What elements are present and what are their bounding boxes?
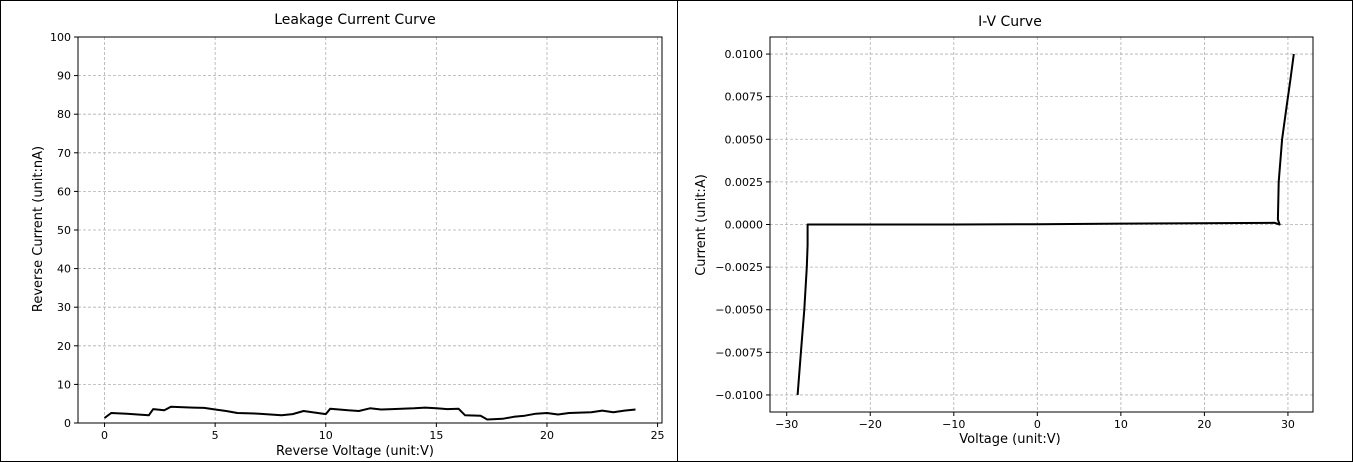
x-tick-label: 5 <box>212 429 219 442</box>
iv-curve-chart: I-V Curve Voltage (unit:V) Current (unit… <box>694 14 1314 447</box>
chart-title: Leakage Current Curve <box>274 12 435 28</box>
y-tick-label: 90 <box>57 70 71 83</box>
x-tick-label: −20 <box>859 418 882 431</box>
x-tick-label: 15 <box>429 429 443 442</box>
x-tick-label: 0 <box>1034 418 1041 431</box>
y-tick-label: −0.0100 <box>715 389 763 402</box>
y-tick-label: 0.0075 <box>725 91 764 104</box>
panel-divider <box>677 0 678 462</box>
x-tick-label: 30 <box>1281 418 1295 431</box>
leakage-current-chart: Leakage Current Curve Reverse Voltage (u… <box>31 12 665 459</box>
y-tick-label: 0.0050 <box>725 133 764 146</box>
x-tick-label: 20 <box>540 429 554 442</box>
y-tick-label: 50 <box>57 224 71 237</box>
x-tick-label: 20 <box>1197 418 1211 431</box>
x-tick-label: 25 <box>651 429 665 442</box>
y-axis-label: Current (unit:A) <box>694 174 709 276</box>
x-tick-label: 10 <box>1114 418 1128 431</box>
plot-area: −30 −20 −10 0 10 20 30 −0.0100 −0.0075 −0.0050 −0.… <box>715 36 1314 431</box>
y-tick-label: 0 <box>64 417 71 430</box>
y-tick-label: 40 <box>57 263 71 276</box>
y-tick-label: 100 <box>50 31 71 44</box>
y-tick-label: 80 <box>57 108 71 121</box>
y-tick-label: 0.0100 <box>725 48 764 61</box>
y-tick-label: 0.0025 <box>725 176 764 189</box>
chart-title: I-V Curve <box>978 14 1042 30</box>
y-tick-label: 60 <box>57 185 71 198</box>
x-tick-label: 10 <box>319 429 333 442</box>
series-line <box>103 405 636 421</box>
y-tick-label: −0.0050 <box>715 304 763 317</box>
y-tick-label: 30 <box>57 301 71 314</box>
x-tick-label: −10 <box>942 418 965 431</box>
x-tick-label: 0 <box>101 429 108 442</box>
y-axis-label: Reverse Current (unit:nA) <box>31 146 46 312</box>
y-tick-label: 20 <box>57 340 71 353</box>
x-axis-label: Reverse Voltage (unit:V) <box>276 444 434 459</box>
x-tick-label: −30 <box>775 418 798 431</box>
y-tick-label: 10 <box>57 378 71 391</box>
y-tick-label: −0.0075 <box>715 346 763 359</box>
y-tick-label: −0.0025 <box>715 261 763 274</box>
x-axis-label: Voltage (unit:V) <box>959 432 1061 447</box>
plot-area: 0 5 10 15 20 25 0 10 20 30 40 50 60 70 80 90 100 <box>50 31 665 442</box>
y-tick-label: 70 <box>57 147 71 160</box>
series-line <box>796 53 1295 396</box>
y-tick-label: 0.0000 <box>725 219 764 232</box>
